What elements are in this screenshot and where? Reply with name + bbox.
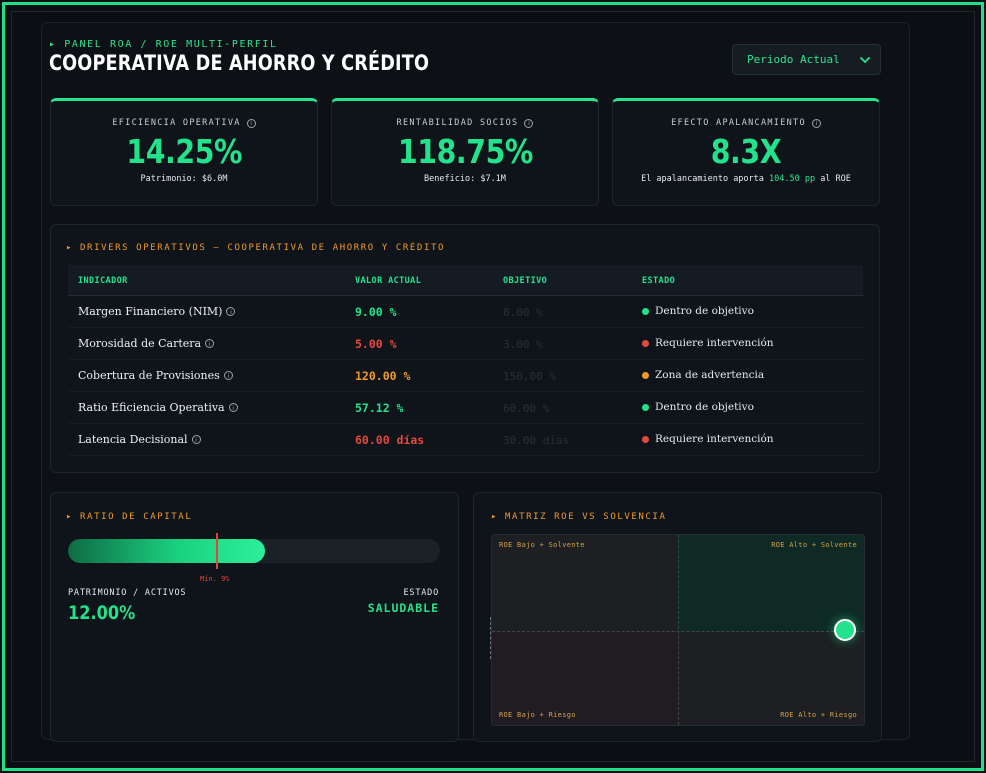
info-icon[interactable]: i bbox=[524, 118, 534, 128]
indicator-name: Ratio Eficiencia Operativa i bbox=[78, 401, 238, 414]
capital-title: ▸ RATIO DE CAPITAL bbox=[66, 512, 193, 522]
quadrant-label: ROE Bajo + Riesgo bbox=[499, 711, 576, 719]
kpi-label: RENTABILIDAD SOCIOS bbox=[396, 118, 519, 128]
info-icon[interactable]: i bbox=[228, 403, 238, 412]
status-cell: Zona de advertencia bbox=[642, 369, 764, 381]
status-dot bbox=[642, 403, 649, 411]
indicator-name: Morosidad de Cartera i bbox=[78, 337, 215, 350]
matrix-divider-vertical bbox=[678, 535, 679, 725]
capital-progress-bar bbox=[68, 539, 440, 563]
status-dot bbox=[642, 435, 649, 443]
current-value: 57.12 % bbox=[355, 401, 404, 415]
page-title: COOPERATIVA DE AHORRO Y CRÉDITO bbox=[49, 51, 430, 75]
capital-card bbox=[50, 492, 459, 742]
table-row: Morosidad de Cartera i 5.00 % 3.00 % Requier… bbox=[68, 328, 863, 360]
info-icon[interactable]: i bbox=[223, 371, 233, 380]
kpi-subtext: El apalancamiento aporta 104.50 pp al RO… bbox=[641, 174, 851, 184]
current-value: 5.00 % bbox=[355, 337, 397, 351]
status-dot bbox=[642, 339, 649, 347]
table-row: Latencia Decisional i 60.00 días 30.00 días… bbox=[68, 424, 863, 456]
minimum-label: Mín. 9% bbox=[200, 575, 230, 583]
status-cell: Requiere intervención bbox=[642, 433, 774, 445]
column-header: VALOR ACTUAL bbox=[355, 276, 422, 286]
kpi-subtext: Beneficio: $7.1M bbox=[424, 174, 506, 184]
quadrant-low-solvent bbox=[492, 535, 678, 631]
quadrant-label: ROE Alto + Riesgo bbox=[780, 711, 857, 719]
objective-value: 3.00 % bbox=[503, 338, 543, 351]
info-icon[interactable]: i bbox=[811, 118, 821, 128]
status-cell: Requiere intervención bbox=[642, 337, 774, 349]
status-value: SALUDABLE bbox=[367, 601, 439, 615]
period-select[interactable]: Periodo Actual bbox=[732, 44, 881, 75]
matrix-axis-ticks bbox=[490, 617, 492, 659]
kpi-card-eficiencia: EFICIENCIA OPERATIVA i 14.25% Patrimonio:… bbox=[50, 98, 318, 206]
status-cell: Dentro de objetivo bbox=[642, 305, 754, 317]
entity-position-marker[interactable] bbox=[834, 619, 856, 641]
kpi-subtext: Patrimonio: $6.0M bbox=[140, 174, 228, 184]
kpi-value: 14.25% bbox=[126, 132, 242, 171]
quadrant-high-risk bbox=[678, 631, 864, 725]
indicator-name: Margen Financiero (NIM) i bbox=[78, 305, 236, 318]
kpi-value: 118.75% bbox=[397, 132, 533, 171]
status-dot bbox=[642, 371, 649, 379]
table-row: Ratio Eficiencia Operativa i 57.12 % 60.00 … bbox=[68, 392, 863, 424]
table-header: INDICADOR VALOR ACTUAL OBJETIVO ESTADO bbox=[68, 265, 863, 296]
capital-ratio-label: PATRIMONIO / ACTIVOS bbox=[68, 588, 187, 598]
kpi-value: 8.3X bbox=[710, 132, 782, 171]
quadrant-high-solvent bbox=[678, 535, 864, 631]
quadrant-label: ROE Bajo + Solvente bbox=[499, 541, 585, 549]
table-row: Margen Financiero (NIM) i 9.00 % 8.00 % Dent… bbox=[68, 296, 863, 328]
chevron-down-icon bbox=[860, 57, 870, 63]
kpi-card-rentabilidad: RENTABILIDAD SOCIOS i 118.75% Beneficio: … bbox=[331, 98, 599, 206]
indicator-name: Latencia Decisional i bbox=[78, 433, 201, 446]
info-icon[interactable]: i bbox=[246, 118, 256, 128]
info-icon[interactable]: i bbox=[205, 339, 215, 348]
column-header: OBJETIVO bbox=[503, 276, 548, 286]
status-dot bbox=[642, 307, 649, 315]
status-cell: Dentro de objetivo bbox=[642, 401, 754, 413]
indicator-name: Cobertura de Provisiones i bbox=[78, 369, 233, 382]
capital-progress-fill bbox=[68, 539, 266, 563]
kpi-card-apalancamiento: EFECTO APALANCAMIENTO i 8.3X El apalancam… bbox=[612, 98, 880, 206]
matrix-divider-horizontal bbox=[492, 631, 864, 632]
capital-ratio-value: 12.00% bbox=[68, 602, 136, 624]
status-label: ESTADO bbox=[403, 588, 439, 598]
drivers-title: ▸ DRIVERS OPERATIVOS — COOPERATIVA DE AH… bbox=[66, 243, 445, 253]
column-header: INDICADOR bbox=[78, 276, 128, 286]
period-select-label: Periodo Actual bbox=[747, 53, 840, 66]
kpi-label: EFICIENCIA OPERATIVA bbox=[112, 118, 241, 128]
quadrant-low-risk bbox=[492, 631, 678, 725]
column-header: ESTADO bbox=[642, 276, 676, 286]
info-icon[interactable]: i bbox=[226, 307, 236, 316]
current-value: 60.00 días bbox=[355, 433, 425, 447]
matrix-title: ▸ MATRIZ ROE VS SOLVENCIA bbox=[491, 512, 667, 522]
objective-value: 8.00 % bbox=[503, 306, 543, 319]
quadrant-label: ROE Alto + Solvente bbox=[771, 541, 857, 549]
kpi-subtext-highlight: 104.50 pp bbox=[769, 174, 816, 184]
breadcrumb: ▸ PANEL ROA / ROE MULTI-PERFIL bbox=[49, 39, 278, 50]
table-row: Cobertura de Provisiones i 120.00 % 150.00 … bbox=[68, 360, 863, 392]
objective-value: 30.00 días bbox=[503, 434, 570, 447]
current-value: 9.00 % bbox=[355, 305, 397, 319]
info-icon[interactable]: i bbox=[191, 435, 201, 444]
kpi-label: EFECTO APALANCAMIENTO bbox=[671, 118, 806, 128]
minimum-marker bbox=[216, 533, 218, 569]
roe-solvency-matrix: ROE Bajo + Solvente ROE Alto + Solvente … bbox=[491, 534, 865, 726]
objective-value: 60.00 % bbox=[503, 402, 550, 415]
objective-value: 150.00 % bbox=[503, 370, 556, 383]
current-value: 120.00 % bbox=[355, 369, 411, 383]
